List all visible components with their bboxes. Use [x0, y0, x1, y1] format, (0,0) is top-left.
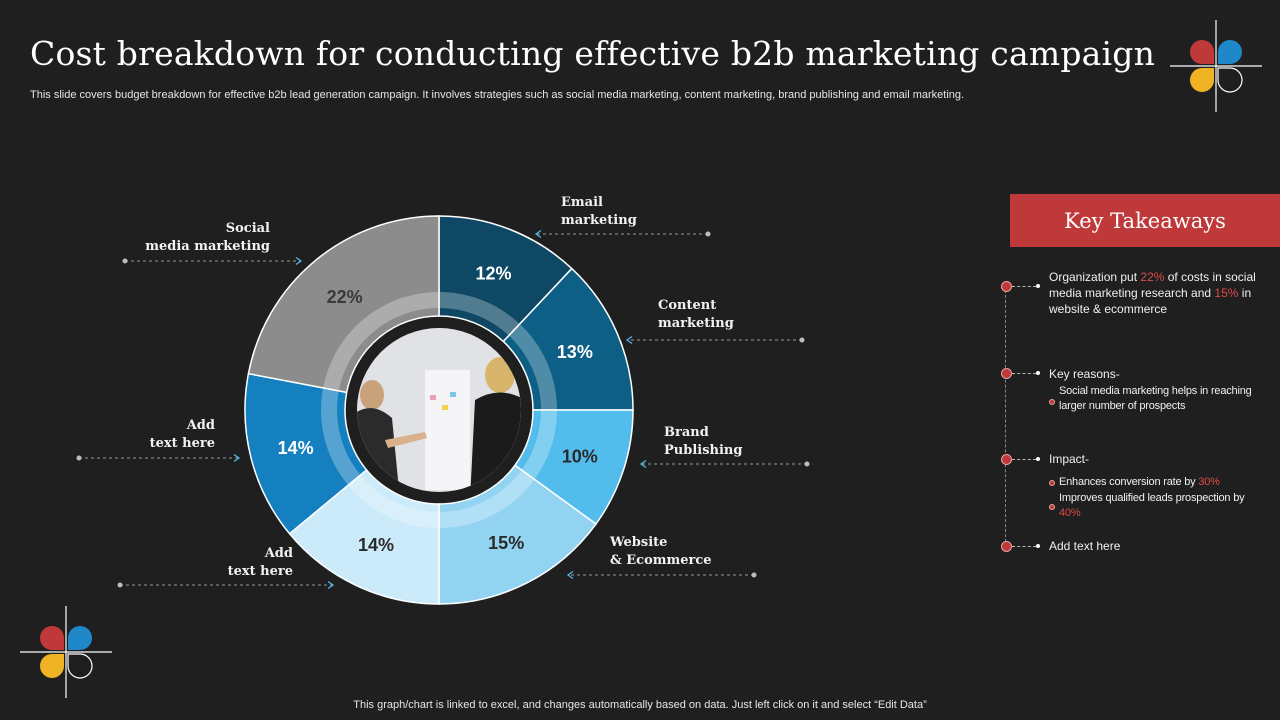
- takeaway-item-2-sub: Social media marketing helps in reaching…: [1059, 385, 1252, 412]
- leader-dot: [122, 258, 128, 264]
- slice-value-label: 14%: [358, 535, 394, 555]
- timeline-connector: [1012, 373, 1036, 374]
- timeline-dot: [1001, 368, 1012, 379]
- slice-value-label: 13%: [557, 342, 593, 362]
- timeline-dot: [1001, 541, 1012, 552]
- category-label: Website & Ecommerce: [609, 535, 712, 568]
- cost-breakdown-donut-chart: 12% 13% 10% 15% 14% 14% 22% Email marketing Cont…: [76, 195, 810, 605]
- slice-value-label: 10%: [562, 447, 598, 467]
- page-subtitle: This slide covers budget breakdown for e…: [30, 89, 965, 101]
- category-label: Email marketing: [561, 195, 637, 228]
- takeaways-timeline: [1005, 285, 1006, 547]
- timeline-connector: [1012, 286, 1036, 287]
- page-title: Cost breakdown for conducting effective …: [30, 34, 1156, 73]
- takeaway-item-1: Organization put 22% of costs in social …: [1049, 270, 1256, 316]
- takeaway-item-4-title: Add text here: [1049, 539, 1121, 553]
- donut-slice-4: [438, 464, 597, 605]
- timeline-end-dot: [1036, 371, 1040, 375]
- leader-dot: [117, 582, 123, 588]
- leader-dot: [751, 572, 757, 578]
- footer-note: This graph/chart is linked to excel, and…: [353, 699, 927, 711]
- timeline-end-dot: [1036, 284, 1040, 288]
- category-label: Add text here: [150, 418, 215, 451]
- slice-value-label: 22%: [327, 287, 363, 307]
- quadrant-logo-icon: [1170, 20, 1262, 112]
- leader-dot: [804, 461, 810, 467]
- leader-dot: [76, 455, 82, 461]
- leader-arrow: [233, 453, 241, 463]
- category-label: Content marketing: [658, 298, 734, 331]
- timeline-dot: [1001, 454, 1012, 465]
- sub-bullet-dot: [1049, 480, 1055, 486]
- sub-bullet-dot: [1049, 399, 1055, 405]
- leader-dot: [799, 337, 805, 343]
- leader-arrow: [639, 459, 647, 469]
- quadrant-logo-icon-bottom: [20, 606, 112, 698]
- leader-arrow: [566, 570, 574, 580]
- center-photo: [357, 328, 521, 492]
- takeaway-item-3-sub-2: Improves qualified leads prospection by …: [1059, 492, 1245, 519]
- slice-value-label: 12%: [475, 263, 511, 283]
- key-takeaways-header: Key Takeaways: [1010, 194, 1280, 247]
- leader-arrow: [295, 256, 303, 266]
- timeline-end-dot: [1036, 457, 1040, 461]
- timeline-connector: [1012, 546, 1036, 547]
- inner-ring: [321, 292, 557, 528]
- leader-arrow: [625, 335, 633, 345]
- slice-value-label: 14%: [278, 438, 314, 458]
- timeline-connector: [1012, 459, 1036, 460]
- leader-arrow: [534, 229, 542, 239]
- timeline-dot: [1001, 281, 1012, 292]
- sub-bullet-dot: [1049, 504, 1055, 510]
- category-label: Add text here: [228, 546, 293, 579]
- leader-dot: [705, 231, 711, 237]
- takeaway-item-2-title: Key reasons-: [1049, 367, 1120, 381]
- slice-value-label: 15%: [488, 533, 524, 553]
- takeaway-item-3-sub-1: Enhances conversion rate by 30%: [1059, 476, 1220, 488]
- takeaway-item-3-title: Impact-: [1049, 452, 1090, 466]
- category-label: Brand Publishing: [664, 425, 742, 458]
- timeline-end-dot: [1036, 544, 1040, 548]
- donut-slice-7: [247, 215, 440, 394]
- category-label: Social media marketing: [145, 221, 270, 254]
- leader-arrow: [327, 580, 335, 590]
